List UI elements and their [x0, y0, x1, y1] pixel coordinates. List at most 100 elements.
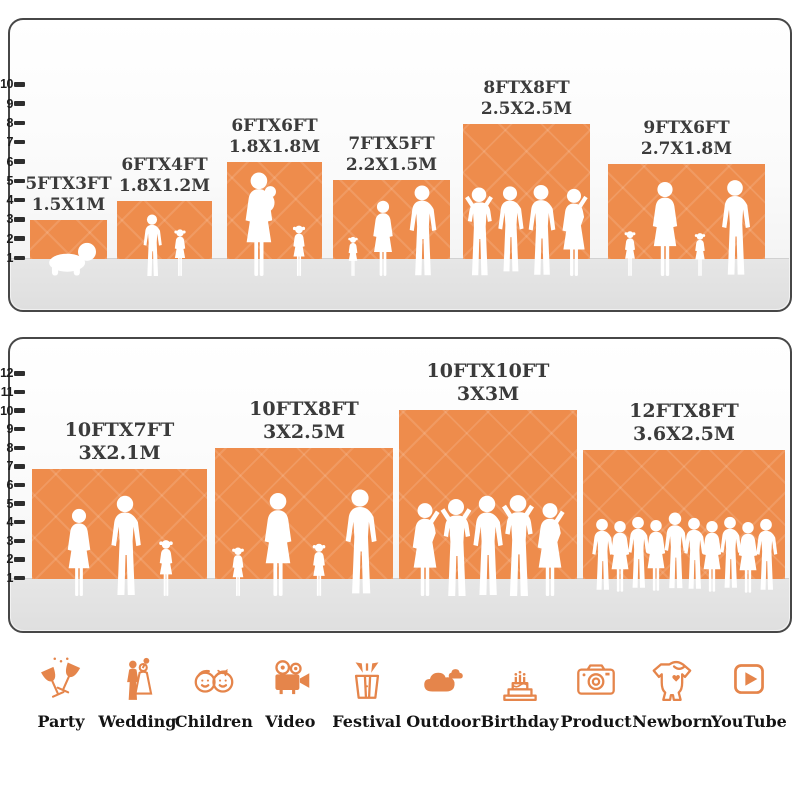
- ruler-tick-label: 10: [0, 77, 13, 92]
- silhouette-group-10ftx10ft: [412, 495, 565, 596]
- ruler-tick-mark: [14, 445, 25, 451]
- category-item-wedding: Wedding: [98, 654, 177, 731]
- ruler-tick-label: 6: [6, 154, 14, 169]
- ruler-tick: 6: [0, 478, 25, 492]
- backdrop-size-label: 12FTX8FT 3.6X2.5M: [629, 400, 739, 446]
- backdrop-size-m: 1.5X1M: [31, 195, 106, 215]
- backdrop-size-label: 8FTX8FT 2.5X2.5M: [481, 78, 572, 120]
- category-label: Party: [37, 712, 85, 731]
- ruler-tick-label: 4: [6, 515, 14, 530]
- backdrop-size-label: 10FTX10FT 3X3M: [427, 360, 550, 406]
- ruler-tick-label: 7: [6, 135, 14, 150]
- ruler-tick-mark: [14, 408, 25, 413]
- ruler-tick-mark: [14, 159, 25, 164]
- backdrop-size-ft: 6FTX4FT: [121, 155, 208, 175]
- festival-icon: [342, 654, 392, 704]
- backdrop-size-label: 9FTX6FT 2.7X1.8M: [641, 118, 732, 160]
- outdoor-icon: [418, 654, 468, 704]
- ruler-tick: 7: [0, 459, 25, 473]
- youtube-icon: [724, 654, 774, 704]
- video-icon: [265, 654, 315, 704]
- silhouette-group-5ftx3ft: [48, 242, 96, 276]
- figure-woman: [67, 508, 90, 596]
- category-item-product: Product: [559, 654, 633, 731]
- ruler-tick-label: 3: [6, 533, 14, 548]
- ruler-tick: 4: [0, 515, 25, 530]
- category-label: Wedding: [98, 712, 177, 731]
- figure-woman: [702, 521, 722, 592]
- backdrop-rect-6ftx4ft: [117, 201, 212, 259]
- newborn-icon: [648, 654, 698, 704]
- category-item-children: Children: [174, 654, 253, 731]
- figure-womanbaby: [245, 172, 276, 276]
- panel-floor: [11, 258, 789, 309]
- figure-womanup: [561, 188, 588, 276]
- ruler-tick-mark: [14, 120, 25, 126]
- ruler-tick-mark: [14, 101, 25, 106]
- ruler-tick-mark: [14, 464, 25, 469]
- children-icon: [189, 654, 239, 704]
- figure-girl: [312, 543, 326, 596]
- backdrop-size-label: 7FTX5FT 2.2X1.5M: [346, 134, 437, 176]
- category-label: YouTube: [711, 712, 787, 731]
- figure-man: [721, 180, 750, 275]
- backdrop-size-m: 1.8X1.2M: [118, 176, 211, 196]
- ruler-tick-label: 4: [6, 193, 14, 208]
- ruler-tick: 10: [0, 403, 25, 418]
- figure-girl: [158, 540, 173, 596]
- wedding-icon: [112, 654, 162, 704]
- ruler-tick-mark: [14, 255, 25, 261]
- backdrop-size-ft: 6FTX6FT: [231, 116, 318, 136]
- figure-girl: [232, 547, 244, 596]
- category-label: Festival: [332, 712, 402, 731]
- ruler-tick-label: 8: [6, 440, 14, 455]
- silhouette-group-10ftx7ft: [67, 495, 173, 596]
- figure-man: [110, 495, 141, 595]
- ruler-tick-label: 6: [6, 478, 14, 492]
- ruler-tick: 10: [0, 77, 25, 92]
- figure-manup: [464, 187, 493, 276]
- figure-girl: [347, 236, 358, 276]
- ruler-tick-label: 10: [0, 403, 13, 418]
- silhouette-group-6ftx4ft: [143, 214, 186, 276]
- ruler-tick-label: 1: [6, 571, 14, 585]
- backdrop-size-m: 2.2X1.5M: [345, 155, 438, 175]
- category-label: Birthday: [480, 712, 559, 731]
- figure-woman: [646, 520, 666, 591]
- ruler-tick: 6: [0, 154, 25, 169]
- ruler-tick-label: 1: [6, 251, 14, 265]
- figure-woman: [372, 200, 393, 276]
- category-row: Party Wedding Children Video Festival Outd…: [24, 654, 787, 731]
- ruler-tick-mark: [14, 197, 25, 203]
- figure-man: [473, 495, 503, 595]
- backdrop-size-ft: 10FTX8FT: [249, 398, 359, 420]
- figure-man: [664, 512, 688, 589]
- figure-girl: [173, 229, 186, 276]
- birthday-icon: [495, 654, 545, 704]
- figure-man: [528, 184, 555, 275]
- backdrop-size-ft: 9FTX6FT: [643, 118, 730, 138]
- backdrop-size-m: 3X2.1M: [78, 442, 161, 464]
- backdrop-size-m: 2.7X1.8M: [640, 139, 733, 159]
- figure-man: [143, 214, 162, 276]
- backdrop-size-m: 1.8X1.8M: [228, 137, 321, 157]
- ruler-tick: 1: [0, 251, 25, 265]
- backdrop-size-label: 6FTX4FT 1.8X1.2M: [119, 155, 210, 197]
- silhouette-group-8ftx8ft: [464, 184, 588, 276]
- backdrop-size-label: 5FTX3FT 1.5X1M: [25, 174, 111, 216]
- ruler-tick-label: 8: [6, 115, 14, 130]
- ruler-tick-mark: [14, 482, 25, 488]
- ruler-tick: 9: [0, 422, 25, 436]
- backdrop-size-label: 6FTX6FT 1.8X1.8M: [229, 116, 320, 158]
- figure-man: [497, 186, 524, 272]
- backdrop-size-m: 3X2.5M: [262, 421, 346, 443]
- ruler-tick: 9: [0, 97, 25, 111]
- figure-man: [345, 489, 377, 594]
- category-label: Video: [265, 712, 316, 731]
- ruler-tick: 2: [0, 552, 25, 566]
- ruler-tick-label: 5: [6, 496, 14, 511]
- figure-woman: [264, 493, 292, 596]
- figure-woman: [652, 181, 677, 276]
- category-label: Children: [174, 712, 253, 731]
